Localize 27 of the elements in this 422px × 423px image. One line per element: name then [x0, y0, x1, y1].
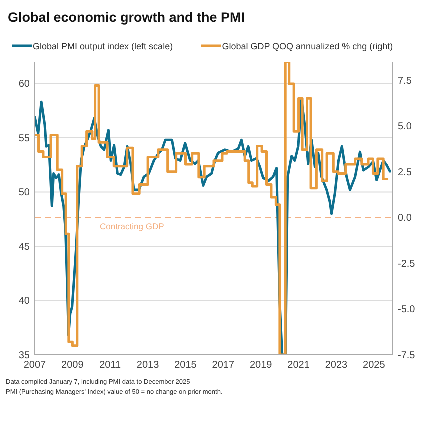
- x-tick-label: 2013: [136, 360, 160, 371]
- legend-label: Global GDP QOQ annualized % chg (right): [222, 42, 394, 52]
- ref-line-label: Contracting GDP: [100, 222, 165, 232]
- x-tick-label: 2011: [100, 360, 122, 371]
- x-tick-label: 2009: [62, 360, 84, 371]
- y2-tick-label: 7.5: [398, 76, 412, 87]
- y-tick-label: 50: [18, 188, 30, 199]
- x-tick-label: 2025: [363, 360, 386, 371]
- chart-title: Global economic growth and the PMI: [8, 10, 246, 25]
- y-tick-label: 60: [18, 79, 30, 90]
- legend-label: Global PMI output index (left scale): [33, 42, 174, 52]
- y2-tick-label: 0.0: [398, 213, 412, 224]
- y2-tick-label: -5.0: [398, 304, 416, 316]
- x-tick-label: 2017: [212, 360, 235, 371]
- x-tick-label: 2021: [288, 360, 310, 371]
- x-tick-label: 2007: [24, 360, 47, 371]
- y-tick-label: 35: [18, 350, 30, 362]
- y-tick-label: 40: [18, 296, 30, 308]
- x-tick-label: 2019: [250, 360, 273, 371]
- x-tick-label: 2015: [174, 360, 198, 371]
- y2-tick-label: -7.5: [398, 350, 416, 362]
- y2-tick-label: 5.0: [398, 122, 412, 133]
- y2-tick-label: -2.5: [398, 258, 416, 270]
- y-tick-label: 55: [18, 133, 30, 144]
- x-tick-label: 2023: [325, 360, 348, 371]
- y2-tick-label: 2.5: [398, 167, 412, 178]
- y-tick-label: 45: [18, 242, 30, 253]
